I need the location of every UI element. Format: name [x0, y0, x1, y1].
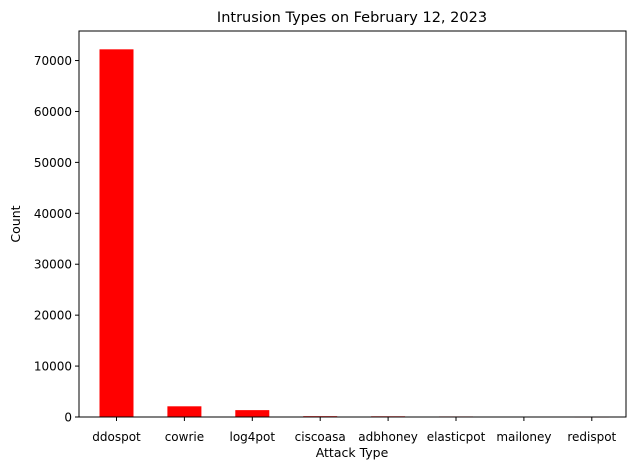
x-axis-label: Attack Type [316, 445, 389, 460]
y-tick-label: 0 [64, 411, 72, 425]
x-axis: ddospot cowrie log4pot ciscoasa adbhoney elas… [92, 417, 617, 444]
plot-frame [78, 30, 627, 418]
x-tick-label: ddospot [92, 430, 141, 444]
y-tick-label: 40000 [34, 207, 72, 221]
bar-log4pot [235, 410, 270, 417]
y-tick-label: 70000 [34, 54, 72, 68]
x-tick-label: cowrie [165, 430, 204, 444]
x-tick-label: redispot [567, 430, 616, 444]
bar-cowrie [167, 406, 202, 417]
y-axis: 0 10000 20000 30000 40000 50000 60000 70000 [34, 54, 79, 425]
y-tick-label: 60000 [34, 105, 72, 119]
x-tick-label: log4pot [230, 430, 276, 444]
x-tick-label: mailoney [496, 430, 551, 444]
x-tick-label: elasticpot [427, 430, 486, 444]
x-tick-label: adbhoney [358, 430, 418, 444]
y-axis-label: Count [8, 205, 23, 242]
chart-title: Intrusion Types on February 12, 2023 [217, 10, 487, 26]
y-tick-label: 30000 [34, 258, 72, 272]
y-tick-label: 10000 [34, 360, 72, 374]
x-tick-label: ciscoasa [295, 430, 346, 444]
bar-ddospot [99, 49, 134, 417]
y-tick-label: 50000 [34, 156, 72, 170]
y-tick-label: 20000 [34, 309, 72, 323]
bars-layer [99, 49, 609, 418]
